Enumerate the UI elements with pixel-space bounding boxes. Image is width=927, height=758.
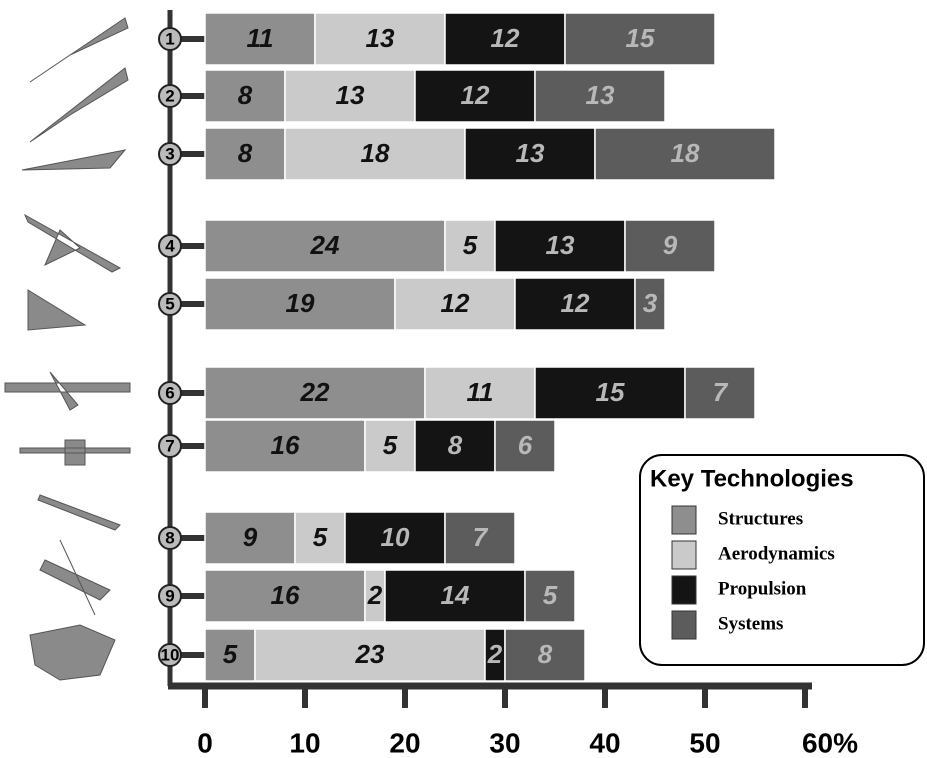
icon <box>40 540 110 615</box>
x-tick-label: 30 <box>489 727 520 758</box>
x-tick-label: 50 <box>689 727 720 758</box>
value-label: 9 <box>663 230 678 260</box>
value-label: 3 <box>643 288 658 318</box>
value-label: 7 <box>713 377 729 407</box>
x-tick-label: 40 <box>589 727 620 758</box>
icon <box>38 495 120 530</box>
value-label: 13 <box>586 80 615 110</box>
value-label: 18 <box>361 138 390 168</box>
value-label: 13 <box>546 230 575 260</box>
value-label: 12 <box>441 288 470 318</box>
value-label: 2 <box>367 580 383 610</box>
value-label: 9 <box>243 522 258 552</box>
value-label: 6 <box>518 430 533 460</box>
aircraft-icons <box>5 18 130 680</box>
legend-label: Propulsion <box>718 578 807 599</box>
value-label: 5 <box>463 230 478 260</box>
value-label: 14 <box>441 580 470 610</box>
value-label: 12 <box>461 80 490 110</box>
category-label: 5 <box>165 294 174 313</box>
category-label: 10 <box>161 645 180 664</box>
value-label: 19 <box>286 288 315 318</box>
legend-label: Structures <box>718 508 803 529</box>
value-label: 23 <box>355 639 385 669</box>
x-tick-label: 10 <box>289 727 320 758</box>
value-label: 5 <box>543 580 558 610</box>
category-label: 6 <box>165 383 174 402</box>
icon <box>22 150 125 170</box>
x-tick-label: 60% <box>802 727 858 758</box>
icon <box>30 18 128 82</box>
value-label: 11 <box>247 23 274 53</box>
category-label: 4 <box>165 236 175 255</box>
value-label: 16 <box>271 430 300 460</box>
icon <box>28 290 85 330</box>
x-tick-label: 20 <box>389 727 420 758</box>
value-label: 8 <box>448 430 463 460</box>
value-label: 13 <box>366 23 395 53</box>
legend-swatch <box>672 541 696 569</box>
value-label: 13 <box>336 80 365 110</box>
category-label: 1 <box>165 29 174 48</box>
value-label: 11 <box>467 377 494 407</box>
category-label: 3 <box>165 144 174 163</box>
value-label: 18 <box>671 138 700 168</box>
category-label: 9 <box>165 586 174 605</box>
value-label: 16 <box>271 580 300 610</box>
value-label: 8 <box>238 80 253 110</box>
value-label: 8 <box>238 138 253 168</box>
value-label: 15 <box>626 23 655 53</box>
legend-swatch <box>672 611 696 639</box>
legend-label: Systems <box>718 613 783 634</box>
value-label: 7 <box>473 522 489 552</box>
value-label: 24 <box>310 230 340 260</box>
x-tick-label: 0 <box>197 727 213 758</box>
legend-label: Aerodynamics <box>718 543 835 564</box>
chart: Key Technologies 0102030405060%111131215… <box>0 0 927 758</box>
value-label: 12 <box>561 288 590 318</box>
value-label: 5 <box>383 430 398 460</box>
icon <box>20 440 130 465</box>
category-label: 7 <box>165 436 174 455</box>
icon <box>5 372 130 410</box>
icon <box>30 68 128 142</box>
category-label: 2 <box>165 86 174 105</box>
value-label: 8 <box>538 639 553 669</box>
value-label: 2 <box>487 639 503 669</box>
legend-swatch <box>672 506 696 534</box>
value-label: 12 <box>491 23 520 53</box>
category-label: 8 <box>165 528 174 547</box>
value-label: 5 <box>313 522 328 552</box>
value-label: 22 <box>300 377 330 407</box>
value-label: 13 <box>516 138 545 168</box>
legend-swatch <box>672 576 696 604</box>
icon <box>30 625 115 680</box>
value-label: 10 <box>381 522 410 552</box>
legend-title: Key Technologies <box>650 465 854 492</box>
icon <box>25 215 120 272</box>
value-label: 5 <box>223 639 238 669</box>
value-label: 15 <box>596 377 625 407</box>
